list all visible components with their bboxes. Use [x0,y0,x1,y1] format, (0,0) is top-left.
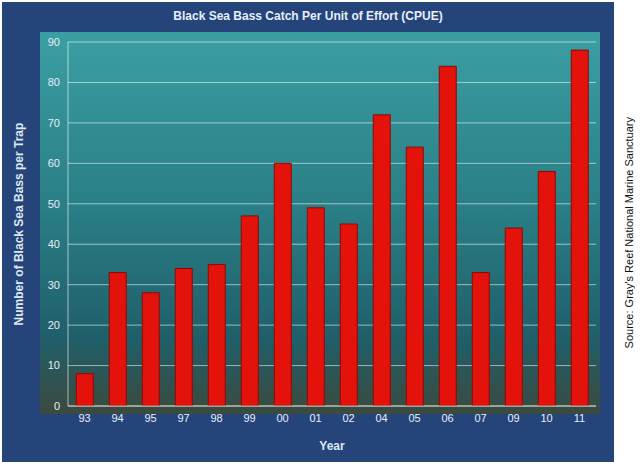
svg-text:80: 80 [48,76,60,88]
svg-text:06: 06 [441,412,453,424]
svg-text:97: 97 [177,412,189,424]
svg-text:11: 11 [574,412,585,424]
svg-text:70: 70 [48,117,60,129]
html-text:Black Sea Bass Catch Per Unit: Black Sea Bass Catch Per Unit of Effort … [173,9,443,23]
svg-text:90: 90 [48,36,60,48]
svg-text:10: 10 [48,359,60,371]
svg-text:20: 20 [48,319,60,331]
svg-text:0: 0 [54,400,60,412]
svg-text:50: 50 [48,198,60,210]
svg-text:Number of Black Sea Bass per T: Number of Black Sea Bass per Trap [12,123,26,326]
svg-text:94: 94 [111,412,123,424]
svg-text:93: 93 [78,412,90,424]
svg-text:10: 10 [540,412,552,424]
svg-text:05: 05 [408,412,420,424]
svg-text:95: 95 [144,412,156,424]
svg-text:00: 00 [276,412,288,424]
svg-text:07: 07 [474,412,486,424]
svg-text:40: 40 [48,238,60,250]
svg-text:02: 02 [342,412,354,424]
svg-text:60: 60 [48,157,60,169]
svg-text:04: 04 [375,412,387,424]
html-text:Source: Gray's Reef National M: Source: Gray's Reef National Marine Sanc… [623,117,635,349]
svg-text:Year: Year [319,439,345,453]
svg-text:98: 98 [210,412,222,424]
svg-text:09: 09 [507,412,519,424]
svg-text:01: 01 [309,412,321,424]
svg-text:30: 30 [48,279,60,291]
svg-text:99: 99 [243,412,255,424]
